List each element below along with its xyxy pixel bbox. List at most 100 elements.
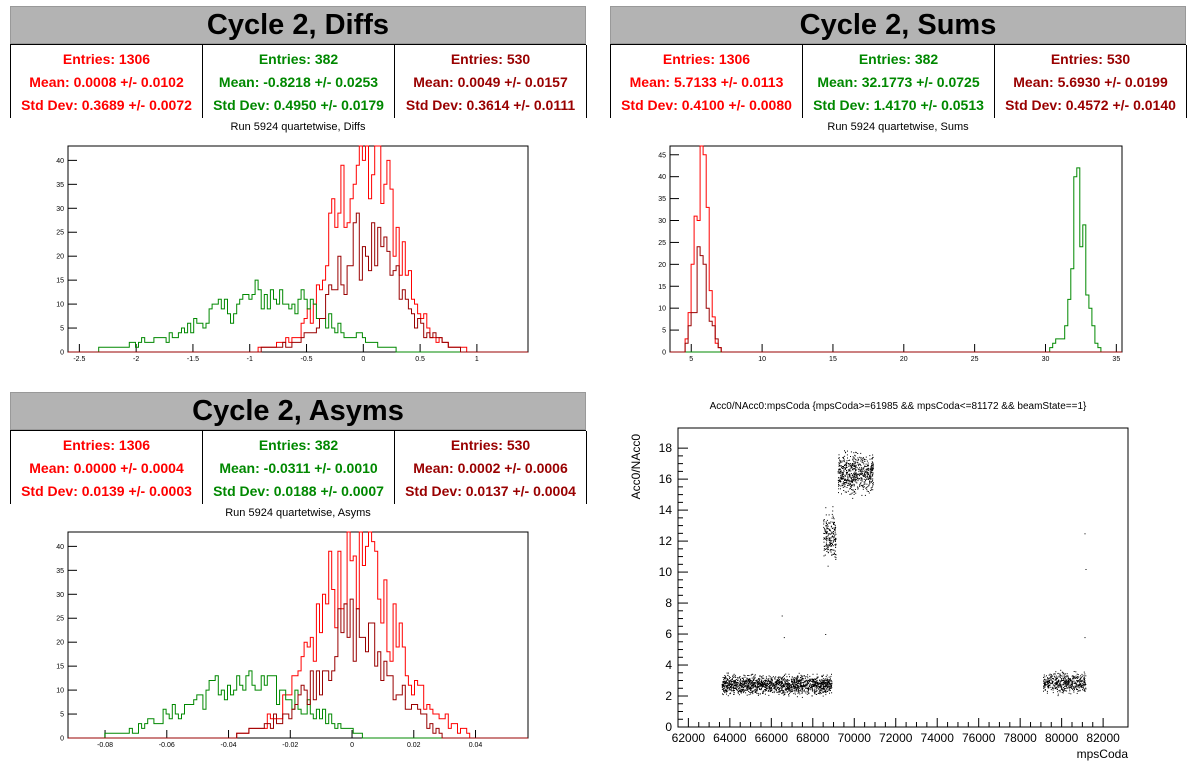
scatter-point <box>823 545 825 547</box>
scatter-point <box>859 473 861 475</box>
scatter-point <box>723 681 725 683</box>
scatter-point <box>1055 686 1057 688</box>
scatter-point <box>834 554 836 555</box>
scatter-point <box>776 692 778 693</box>
scatter-point <box>820 681 822 683</box>
scatter-point <box>796 677 798 679</box>
scatter-point <box>1074 682 1076 684</box>
scatter-point <box>742 682 744 684</box>
scatter-point <box>832 549 834 551</box>
x-tick-label: -2 <box>133 356 139 363</box>
scatter-point <box>852 469 853 471</box>
scatter-point <box>751 684 753 686</box>
scatter-point <box>808 684 810 686</box>
scatter-point <box>758 680 760 682</box>
scatter-point <box>852 497 854 499</box>
scatter-point <box>842 485 844 487</box>
scatter-point <box>860 457 862 459</box>
scatter-point <box>748 685 749 687</box>
scatter-point <box>1043 679 1045 681</box>
scatter-title: Acc0/NAcc0:mpsCoda {mpsCoda>=61985 && mp… <box>709 401 1087 412</box>
scatter-point <box>807 691 809 693</box>
scatter-point <box>770 678 772 680</box>
scatter-point <box>826 523 828 525</box>
scatter-point <box>839 463 841 465</box>
scatter-point <box>813 679 815 681</box>
scatter-point <box>830 551 832 553</box>
y-tick-label: 10 <box>659 565 673 579</box>
scatter-point <box>1085 683 1086 685</box>
scatter-point <box>851 463 853 465</box>
scatter-point <box>733 692 735 694</box>
scatter-point <box>861 468 863 470</box>
scatter-point <box>778 680 779 682</box>
scatter-point <box>1083 677 1085 679</box>
scatter-point <box>800 680 802 682</box>
scatter-point <box>1055 678 1057 680</box>
scatter-point <box>788 688 789 690</box>
sums-stats: Entries: 1306 Mean: 5.7133 +/- 0.0113 St… <box>610 44 1187 118</box>
scatter-point <box>800 679 801 681</box>
scatter-point <box>811 690 813 692</box>
scatter-point <box>868 485 870 487</box>
scatter-point <box>768 680 769 682</box>
scatter-point <box>1078 685 1080 687</box>
scatter-point <box>1044 686 1046 688</box>
scatter-point <box>866 466 868 467</box>
scatter-point <box>742 683 744 685</box>
scatter-point <box>1067 687 1069 689</box>
scatter-point <box>1077 676 1079 678</box>
scatter-point <box>868 469 869 471</box>
scatter-point <box>860 460 862 462</box>
diffs-title: Cycle 2, Diffs <box>10 6 586 44</box>
scatter-point <box>845 482 847 483</box>
scatter-point <box>783 692 785 694</box>
scatter-point <box>723 690 725 692</box>
scatter-point <box>734 683 736 685</box>
y-tick-label: 35 <box>658 196 666 203</box>
scatter-point <box>847 473 849 475</box>
scatter-point <box>1061 691 1063 693</box>
stat-mean: Mean: -0.0311 +/- 0.0010 <box>219 459 378 476</box>
scatter-point <box>824 533 826 534</box>
scatter-point <box>816 688 818 690</box>
scatter-point <box>799 678 801 680</box>
scatter-point <box>823 681 825 683</box>
scatter-point <box>743 680 745 682</box>
scatter-point <box>824 538 825 539</box>
scatter-point <box>863 481 865 483</box>
scatter-point <box>804 676 806 678</box>
scatter-point <box>781 678 783 680</box>
scatter-point <box>748 675 750 676</box>
scatter-point <box>838 492 839 494</box>
scatter-point <box>838 477 840 479</box>
scatter-point <box>749 681 750 683</box>
scatter-point <box>858 463 860 465</box>
scatter-point <box>863 463 865 465</box>
scatter-point <box>855 479 857 481</box>
scatter-point <box>825 681 827 683</box>
scatter-point <box>794 686 796 688</box>
scatter-point <box>788 690 790 691</box>
scatter-point <box>828 528 830 530</box>
scatter-point <box>1052 686 1054 688</box>
scatter-point <box>802 678 803 679</box>
scatter-point <box>1054 682 1056 684</box>
scatter-point <box>758 686 760 688</box>
scatter-point <box>802 685 804 687</box>
scatter-point <box>761 686 763 688</box>
scatter-point <box>796 688 798 690</box>
scatter-point <box>787 686 789 688</box>
scatter-point <box>752 693 754 695</box>
y-tick-label: 20 <box>658 262 666 269</box>
scatter-point <box>802 686 804 688</box>
scatter-point <box>809 679 811 681</box>
scatter-point <box>830 543 832 544</box>
scatter-point <box>775 681 777 683</box>
scatter-point <box>795 682 797 684</box>
scatter-point <box>733 680 735 682</box>
scatter-point <box>733 681 735 683</box>
scatter-point <box>794 680 796 682</box>
scatter-point <box>776 680 778 682</box>
scatter-point <box>831 685 832 687</box>
